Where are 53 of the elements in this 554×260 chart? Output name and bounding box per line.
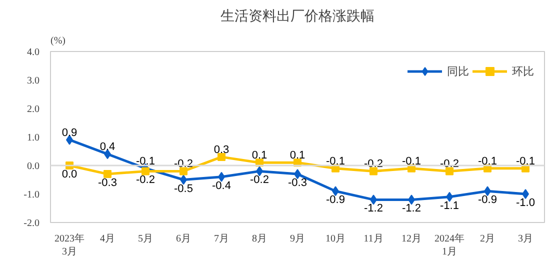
x-tick-label: 2023年 3月	[54, 232, 84, 258]
data-label: -0.3	[288, 177, 307, 190]
data-label: -1.0	[516, 197, 535, 209]
x-tick-label: 5月	[138, 234, 153, 244]
data-label: 0.4	[100, 141, 116, 154]
x-tick-label: 6月	[176, 234, 191, 244]
data-label: -0.5	[174, 182, 193, 195]
y-tick-label: 2.0	[27, 104, 40, 115]
x-tick-label: 2月	[480, 234, 495, 244]
data-label: -0.4	[212, 180, 231, 192]
x-tick-label: 11月	[364, 234, 384, 244]
data-label: -0.1	[478, 155, 497, 168]
data-label: 0.9	[62, 126, 78, 139]
data-label: -1.2	[402, 202, 421, 215]
data-label: 0.3	[214, 144, 230, 156]
point	[180, 167, 188, 176]
data-label: 0.1	[252, 150, 268, 162]
data-label: -0.2	[136, 174, 155, 186]
x-tick-label: 2024年 1月	[434, 232, 464, 258]
x-tick-label: 12月	[402, 234, 422, 244]
data-label: -1.1	[440, 200, 459, 212]
point	[104, 170, 112, 178]
x-tick-label: 7月	[214, 234, 229, 244]
point	[370, 167, 378, 176]
x-tick-label: 9月	[290, 234, 305, 244]
x-tick-label: 8月	[252, 234, 267, 244]
y-tick-label: 4.0	[27, 47, 40, 58]
point	[522, 189, 529, 199]
data-label: -1.2	[364, 202, 383, 215]
data-label: -0.1	[402, 155, 421, 168]
chart-title: 生活资料出厂价格涨跌幅	[220, 8, 374, 24]
point	[446, 167, 454, 176]
legend-label: 同比	[447, 64, 469, 78]
y-tick-label: 0.0	[27, 161, 40, 172]
y-axis-title: (%)	[50, 36, 66, 46]
data-label: 0.1	[290, 150, 306, 162]
x-tick-label: 10月	[326, 234, 346, 244]
data-label: -0.9	[478, 194, 497, 206]
data-label: -0.9	[326, 194, 345, 206]
data-label: -0.3	[98, 177, 117, 190]
data-label: -0.1	[136, 155, 155, 168]
y-tick-label: -2.0	[24, 218, 40, 229]
data-label: 0.0	[62, 168, 78, 180]
point	[142, 167, 150, 176]
data-label: -0.1	[326, 155, 345, 168]
y-tick-label: 3.0	[27, 76, 40, 86]
y-tick-label: -1.0	[24, 190, 40, 200]
x-tick-label: 3月	[518, 234, 533, 244]
legend-label: 环比	[512, 64, 534, 78]
data-label: -0.2	[250, 174, 269, 186]
x-tick-label: 4月	[100, 234, 115, 244]
y-tick-label: 1.0	[27, 132, 40, 144]
data-label: -0.1	[516, 155, 535, 168]
